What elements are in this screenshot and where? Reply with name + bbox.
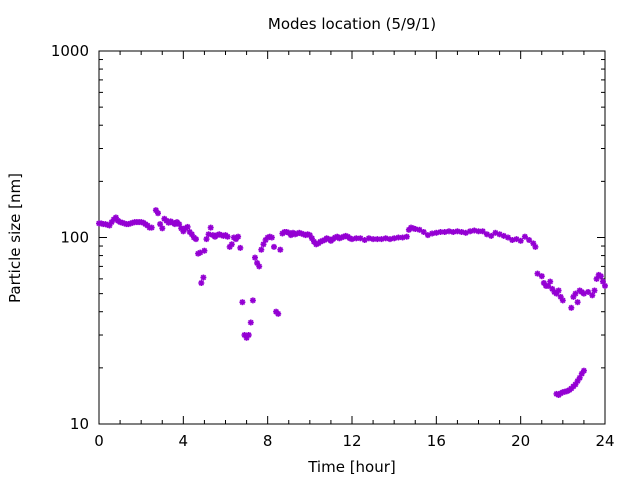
x-axis-label: Time [hour] — [307, 458, 396, 476]
data-point — [200, 274, 207, 281]
data-point — [247, 319, 254, 326]
data-point — [205, 231, 212, 238]
y-tick-labels: 10 100 1000 — [51, 42, 89, 433]
data-point — [275, 310, 282, 317]
data-point — [237, 244, 244, 251]
data-point — [207, 224, 214, 231]
data-point — [155, 210, 161, 217]
x-tick-label: 8 — [263, 432, 273, 450]
data-point — [258, 246, 265, 253]
data-point — [555, 287, 562, 294]
data-point — [521, 233, 528, 240]
data-point — [268, 234, 275, 241]
data-point — [235, 233, 242, 240]
data-point — [505, 234, 511, 241]
y-tick-label: 100 — [60, 229, 89, 247]
data-point — [559, 297, 566, 304]
data-point — [249, 297, 256, 304]
data-point — [597, 273, 604, 280]
data-point — [203, 236, 210, 243]
data-point — [193, 236, 199, 243]
data-point — [532, 243, 539, 250]
x-tick-label: 12 — [342, 432, 361, 450]
data-point — [602, 282, 608, 289]
data-point — [260, 241, 267, 248]
data-point — [197, 249, 204, 256]
data-point — [245, 332, 252, 338]
data-point — [534, 270, 541, 277]
data-point — [591, 287, 598, 294]
data-point — [403, 233, 410, 240]
data-point — [526, 237, 533, 243]
data-point — [545, 282, 552, 289]
y-axis-label: Particle size [nm] — [6, 173, 24, 303]
y-tick-label: 10 — [70, 415, 89, 433]
chart-title: Modes location (5/9/1) — [268, 15, 436, 33]
data-point — [568, 304, 575, 311]
data-point — [471, 227, 478, 234]
x-tick-labels: 0 4 8 12 16 20 24 — [94, 432, 614, 450]
x-tick-label: 16 — [427, 432, 446, 450]
x-tick-label: 24 — [595, 432, 614, 450]
x-tick-label: 0 — [94, 432, 104, 450]
data-point — [479, 228, 486, 235]
data-point — [365, 235, 372, 242]
data-point — [184, 223, 191, 230]
data-point — [198, 280, 205, 286]
data-point — [201, 247, 208, 254]
x-tick-label: 20 — [511, 432, 530, 450]
data-point — [589, 292, 596, 299]
data-point — [374, 236, 381, 243]
data-point — [254, 260, 261, 266]
major-ticks — [98, 50, 606, 425]
data-point — [256, 263, 263, 270]
data-point — [224, 233, 231, 240]
data-point — [585, 289, 592, 295]
data-point — [239, 299, 246, 306]
x-tick-label: 4 — [179, 432, 189, 450]
data-point — [148, 224, 155, 231]
data-point — [252, 254, 258, 261]
data-point — [159, 225, 166, 232]
data-point — [547, 278, 554, 285]
data-point — [538, 273, 545, 280]
data-point — [228, 241, 235, 248]
data-point — [271, 243, 277, 250]
data-point — [574, 299, 581, 306]
data-point — [580, 367, 587, 374]
y-tick-label: 1000 — [51, 42, 89, 60]
data-point — [378, 236, 385, 243]
data-point — [277, 246, 284, 253]
data-points — [96, 207, 608, 398]
data-point — [517, 237, 524, 244]
